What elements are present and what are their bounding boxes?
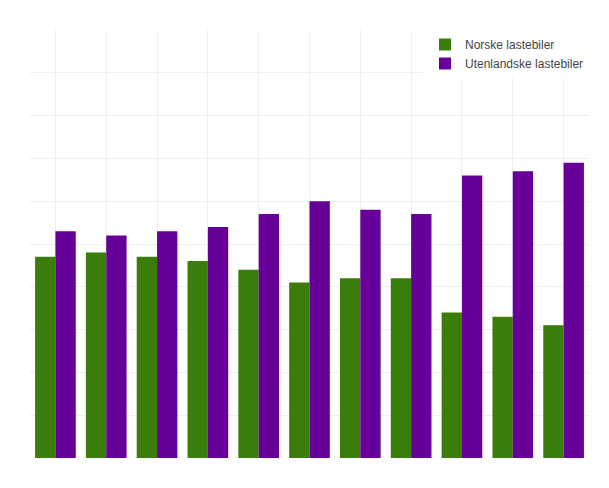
svg-text:Norske lastebiler: Norske lastebiler	[465, 38, 554, 52]
svg-text:Utenlandske lastebiler: Utenlandske lastebiler	[465, 57, 583, 71]
